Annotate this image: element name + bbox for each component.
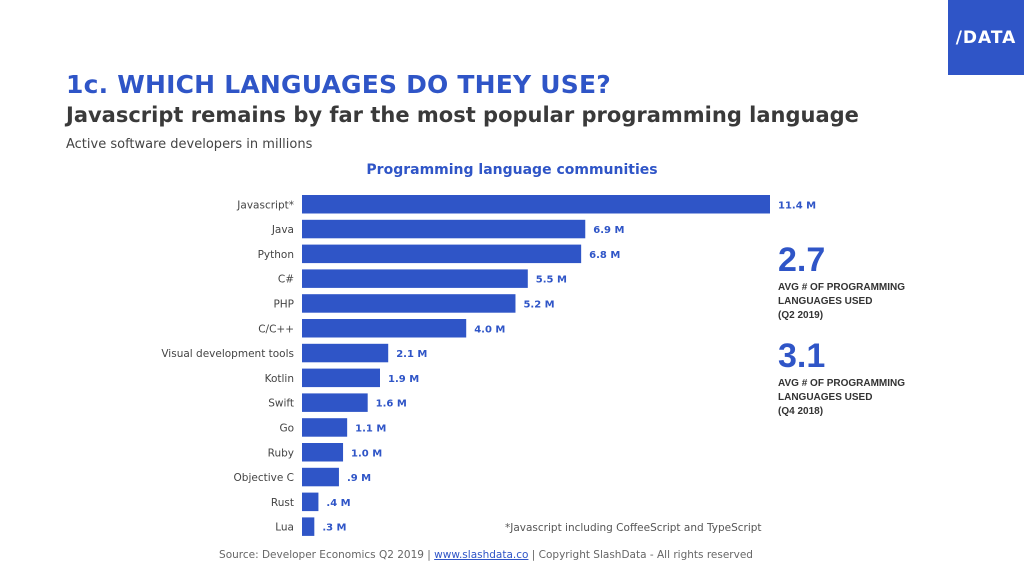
source-suffix: | Copyright SlashData - All rights reser… [528,549,753,561]
bar [302,418,348,437]
category-label: Javascript* [236,199,294,211]
bar [302,319,467,338]
category-label: PHP [273,298,294,310]
data-label: 6.9 M [593,225,624,236]
page-caption: Active software developers in millions [66,137,313,152]
bar [302,393,368,412]
page-subtitle: Javascript remains by far the most popul… [66,103,859,127]
bar [302,195,770,214]
data-label: 2.1 M [396,349,427,360]
source-line: Source: Developer Economics Q2 2019 | ww… [0,549,972,561]
data-label: 4.0 M [474,324,505,335]
category-label: Go [279,422,294,434]
bar [302,343,389,363]
bar [302,467,339,487]
footnote: *Javascript including CoffeeScript and T… [505,522,762,534]
bar [302,294,516,313]
bar [302,443,344,462]
source-prefix: Source: Developer Economics Q2 2019 | [219,549,435,561]
data-label: 5.2 M [523,299,554,310]
bar [302,244,582,264]
stat-value: 3.1 [778,337,826,375]
data-label: 5.5 M [536,275,567,286]
bar [302,219,586,239]
category-label: Kotlin [265,373,294,385]
bar [302,368,380,388]
data-label: .3 M [322,523,346,534]
category-label: Lua [275,522,294,534]
category-label: Objective C [234,472,294,484]
data-label: .4 M [326,498,350,509]
data-label: 1.1 M [355,423,386,434]
data-label: 1.9 M [388,374,419,385]
data-label: 1.0 M [351,448,382,459]
stat-label: AVG # OF PROGRAMMING LANGUAGES USED (Q2 … [778,282,906,321]
bar [302,269,528,288]
brand-logo: /DATA [948,0,1024,75]
data-label: 6.8 M [589,250,620,261]
bar [302,517,315,536]
data-label: 11.4 M [778,200,816,211]
category-label: Python [258,249,294,261]
stat-value: 2.7 [778,241,826,279]
chart-title: Programming language communities [366,162,657,178]
stat-avg-languages-q4-2018: 3.1 AVG # OF PROGRAMMING LANGUAGES USED … [778,339,918,419]
category-label: C/C++ [258,323,294,335]
source-link[interactable]: www.slashdata.co [434,549,529,561]
category-label: Java [271,224,294,236]
category-label: Swift [268,398,294,410]
data-label: .9 M [347,473,371,484]
category-label: Ruby [268,447,294,459]
brand-logo-text: /DATA [955,27,1017,48]
category-label: Visual development tools [161,348,294,360]
stat-label: AVG # OF PROGRAMMING LANGUAGES USED (Q4 … [778,378,906,417]
page-title: 1c. WHICH LANGUAGES DO THEY USE? [66,70,611,99]
category-label: C# [278,274,294,286]
data-label: 1.6 M [376,399,407,410]
category-label: Rust [271,497,294,509]
bar [302,492,319,512]
stat-avg-languages-q2-2019: 2.7 AVG # OF PROGRAMMING LANGUAGES USED … [778,243,918,323]
